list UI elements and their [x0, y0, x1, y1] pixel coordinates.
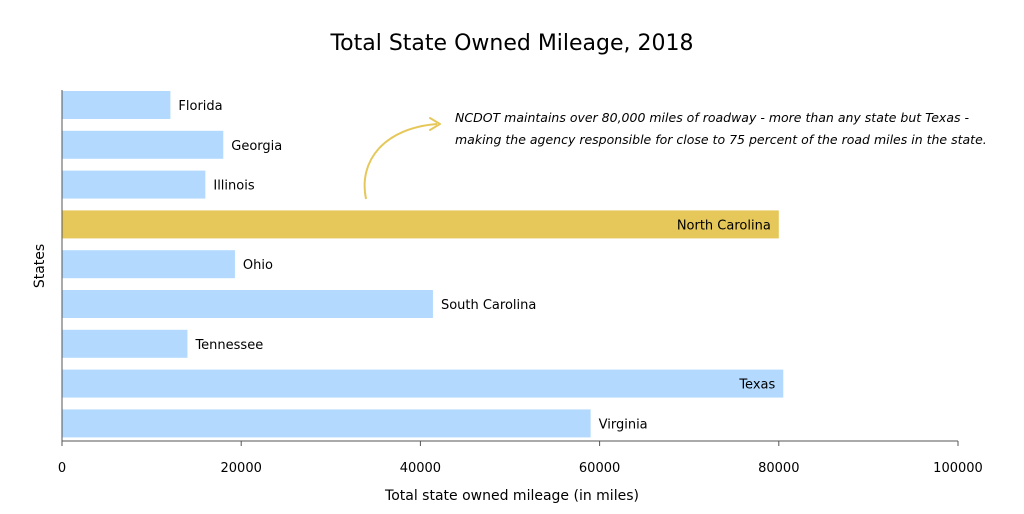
bar-label-group: Florida Georgia Illinois North Carolina Ohio… — [178, 99, 775, 432]
bar-south-carolina — [62, 290, 433, 318]
bar-tennessee — [62, 329, 188, 358]
x-tick-label: 40000 — [400, 461, 441, 476]
annotation: NCDOT maintains over 80,000 miles of roa… — [363, 110, 987, 200]
annotation-arrow — [363, 123, 438, 200]
x-tick-label: 20000 — [221, 461, 262, 476]
y-axis-label: States — [32, 244, 48, 288]
bar-north-carolina — [62, 210, 779, 239]
bar-label-texas: Texas — [738, 378, 775, 393]
bar-virginia — [62, 409, 591, 438]
x-axis-label: Total state owned mileage (in miles) — [384, 488, 639, 504]
bar-label-south-carolina: South Carolina — [441, 298, 536, 313]
annotation-line-1: NCDOT maintains over 80,000 miles of roa… — [455, 110, 969, 125]
x-tick-label: 0 — [58, 461, 66, 476]
bar-illinois — [62, 170, 206, 199]
chart-title: Total State Owned Mileage, 2018 — [329, 31, 693, 56]
bar-ohio — [62, 250, 235, 279]
bar-georgia — [62, 130, 224, 159]
x-tick-label: 60000 — [579, 461, 620, 476]
x-tick-label: 80000 — [758, 461, 799, 476]
x-tick-label: 100000 — [933, 461, 983, 476]
bar-florida — [62, 91, 171, 119]
bar-label-north-carolina: North Carolina — [677, 218, 771, 233]
bar-label-georgia: Georgia — [231, 139, 282, 154]
bar-label-florida: Florida — [178, 99, 222, 114]
bar-label-ohio: Ohio — [243, 258, 273, 273]
bar-group — [62, 91, 784, 438]
bar-label-tennessee: Tennessee — [194, 338, 263, 353]
annotation-arrowhead — [429, 117, 441, 131]
bar-label-virginia: Virginia — [599, 417, 648, 432]
x-tick-group: 0 20000 40000 60000 80000 100000 — [58, 441, 983, 476]
annotation-line-2: making the agency responsible for close … — [455, 132, 987, 147]
bar-texas — [62, 369, 784, 398]
bar-label-illinois: Illinois — [213, 179, 254, 194]
